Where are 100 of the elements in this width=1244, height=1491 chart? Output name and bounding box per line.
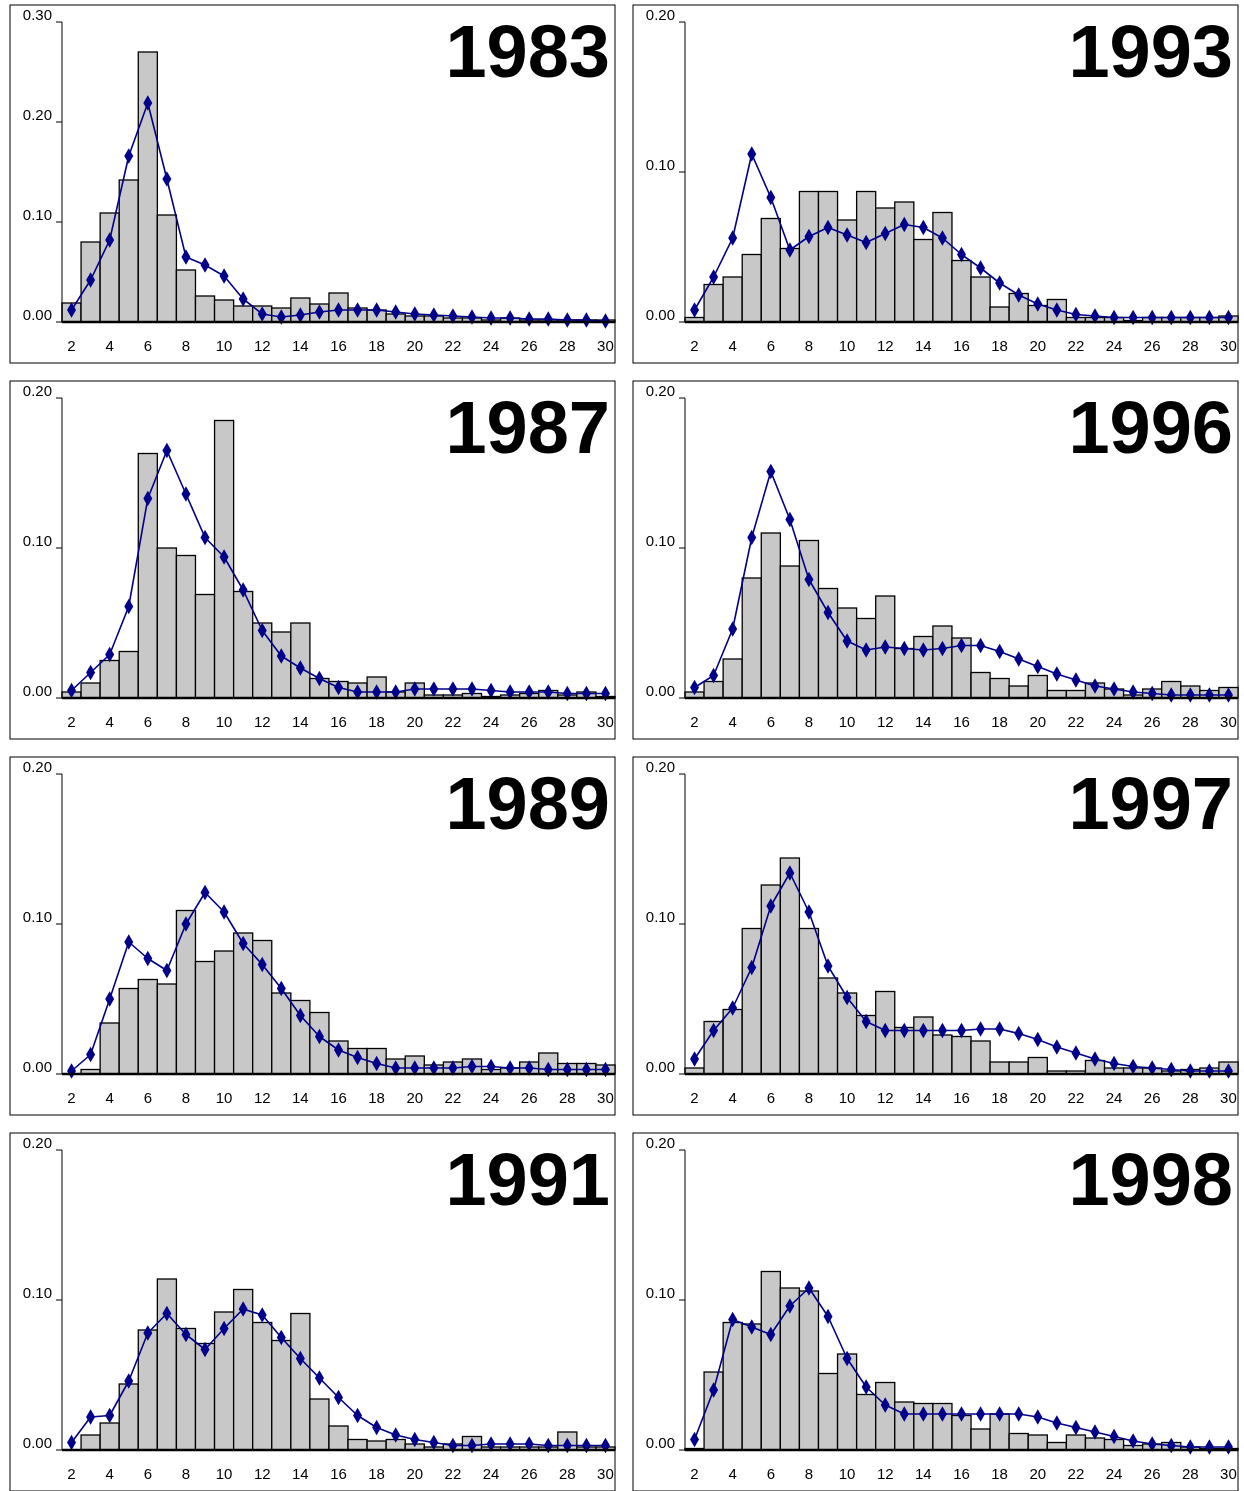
x-tick-label: 2 <box>67 1089 76 1106</box>
x-tick-label: 22 <box>444 337 462 354</box>
x-tick-label: 16 <box>330 1089 347 1106</box>
x-tick-label: 20 <box>1029 1089 1047 1106</box>
x-tick-label: 30 <box>597 713 614 730</box>
x-tick-label: 2 <box>690 1089 699 1106</box>
x-tick-label: 14 <box>915 713 932 730</box>
x-tick-label: 18 <box>368 1465 385 1482</box>
x-tick-label: 30 <box>597 1089 614 1106</box>
chart-title: 1997 <box>1068 762 1233 845</box>
x-tick-label: 4 <box>105 1465 114 1482</box>
x-tick-label: 18 <box>991 1465 1008 1482</box>
x-tick-label: 16 <box>330 337 347 354</box>
x-tick-label: 28 <box>1181 713 1199 730</box>
x-tick-label: 6 <box>143 337 152 354</box>
y-tick-label: 0.20 <box>645 1133 675 1151</box>
x-tick-label: 18 <box>991 713 1008 730</box>
y-tick-label: 0.10 <box>645 531 675 549</box>
x-tick-label: 10 <box>838 1465 856 1482</box>
x-tick-label: 12 <box>876 713 894 730</box>
x-tick-label: 14 <box>915 337 932 354</box>
x-tick-label: 14 <box>915 1089 932 1106</box>
chart-title: 1989 <box>445 762 610 845</box>
y-tick-label: 0.20 <box>22 381 52 399</box>
x-tick-label: 6 <box>766 337 775 354</box>
x-tick-label: 14 <box>292 337 309 354</box>
x-tick-label: 28 <box>558 1465 576 1482</box>
x-tick-label: 2 <box>690 1465 699 1482</box>
x-tick-label: 2 <box>67 713 76 730</box>
x-tick-label: 24 <box>482 1089 500 1106</box>
x-tick-label: 8 <box>804 713 814 730</box>
y-tick-label: 0.10 <box>22 1283 52 1301</box>
x-tick-label: 4 <box>728 713 737 730</box>
x-tick-label: 10 <box>215 1465 233 1482</box>
x-tick-label: 10 <box>838 337 856 354</box>
x-tick-label: 8 <box>804 337 814 354</box>
x-tick-label: 20 <box>1029 337 1047 354</box>
x-tick-label: 6 <box>143 713 152 730</box>
chart-title: 1983 <box>445 10 610 93</box>
y-tick-label: 0.00 <box>645 681 675 699</box>
x-tick-label: 8 <box>181 1089 191 1106</box>
x-tick-label: 30 <box>1220 713 1237 730</box>
x-tick-label: 28 <box>1181 1465 1199 1482</box>
x-tick-label: 16 <box>953 337 970 354</box>
x-tick-label: 22 <box>1067 1089 1085 1106</box>
x-tick-label: 10 <box>215 337 233 354</box>
y-tick-label: 0.10 <box>645 1283 675 1301</box>
y-tick-label: 0.10 <box>645 155 675 173</box>
y-tick-label: 0.00 <box>22 681 52 699</box>
y-tick-label: 0.20 <box>22 1133 52 1151</box>
x-tick-label: 22 <box>444 713 462 730</box>
x-tick-label: 8 <box>181 337 191 354</box>
x-tick-label: 12 <box>876 1465 894 1482</box>
x-tick-label: 20 <box>406 1089 424 1106</box>
x-tick-label: 26 <box>520 1465 538 1482</box>
x-tick-label: 22 <box>1067 713 1085 730</box>
x-tick-label: 28 <box>1181 337 1199 354</box>
y-tick-label: 0.10 <box>22 907 52 925</box>
x-tick-label: 14 <box>915 1465 932 1482</box>
x-tick-label: 26 <box>1143 713 1161 730</box>
x-tick-label: 4 <box>105 713 114 730</box>
y-tick-label: 0.00 <box>22 305 52 323</box>
x-tick-label: 18 <box>991 1089 1008 1106</box>
x-tick-label: 24 <box>1105 713 1123 730</box>
x-tick-label: 16 <box>953 1465 970 1482</box>
x-tick-label: 12 <box>253 1465 271 1482</box>
x-tick-label: 24 <box>1105 337 1123 354</box>
x-tick-label: 6 <box>766 713 775 730</box>
y-tick-label: 0.20 <box>22 757 52 775</box>
x-tick-label: 12 <box>253 713 271 730</box>
y-tick-label: 0.20 <box>645 5 675 23</box>
x-tick-label: 28 <box>558 1089 576 1106</box>
x-tick-label: 16 <box>330 713 347 730</box>
y-tick-label: 0.00 <box>645 1433 675 1451</box>
chart-title: 1996 <box>1068 386 1233 469</box>
x-tick-label: 16 <box>953 713 970 730</box>
x-tick-label: 28 <box>1181 1089 1199 1106</box>
x-tick-label: 8 <box>804 1089 814 1106</box>
x-tick-label: 2 <box>690 337 699 354</box>
x-tick-label: 26 <box>1143 1089 1161 1106</box>
x-tick-label: 22 <box>444 1465 462 1482</box>
x-tick-label: 12 <box>253 1089 271 1106</box>
x-tick-label: 4 <box>105 1089 114 1106</box>
x-tick-label: 8 <box>804 1465 814 1482</box>
x-tick-label: 4 <box>105 337 114 354</box>
x-tick-label: 10 <box>215 713 233 730</box>
x-tick-label: 28 <box>558 337 576 354</box>
y-tick-label: 0.20 <box>22 105 52 123</box>
x-tick-label: 20 <box>406 713 424 730</box>
x-tick-label: 18 <box>991 337 1008 354</box>
x-tick-label: 6 <box>143 1465 152 1482</box>
y-tick-label: 0.10 <box>22 531 52 549</box>
x-tick-label: 6 <box>766 1089 775 1106</box>
x-tick-label: 30 <box>597 1465 614 1482</box>
x-tick-label: 2 <box>67 337 76 354</box>
x-tick-label: 22 <box>1067 1465 1085 1482</box>
y-tick-label: 0.00 <box>22 1433 52 1451</box>
x-tick-label: 20 <box>1029 713 1047 730</box>
x-tick-label: 10 <box>838 713 856 730</box>
x-tick-label: 30 <box>1220 1089 1237 1106</box>
